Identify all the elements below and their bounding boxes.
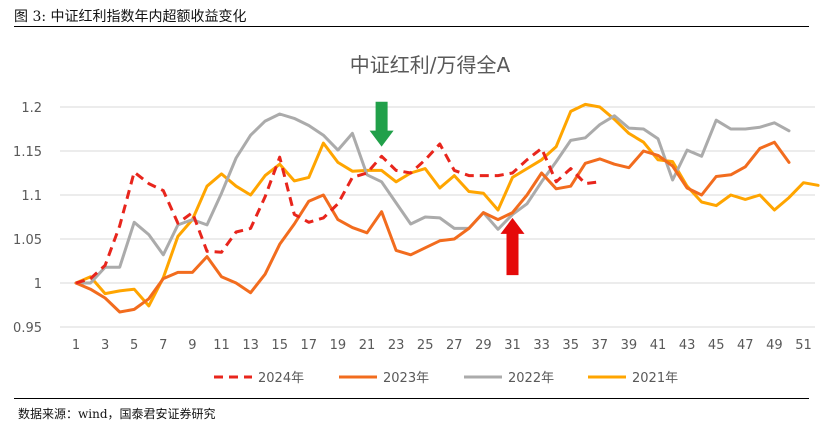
x-tick-label: 21 [359,338,376,353]
legend-label: 2024年 [258,371,304,386]
x-tick-label: 11 [213,338,230,353]
x-tick-label: 17 [301,338,318,353]
x-tick-label: 7 [159,338,167,353]
series-lines [74,102,820,314]
series-line-2021 [74,102,820,308]
y-axis-ticks: 0.95 1 1.05 1.1 1.15 1.2 [13,101,42,336]
y-tick-label: 1.05 [13,233,42,248]
legend-label: 2021年 [632,371,678,386]
x-tick-label: 39 [621,338,638,353]
x-tick-label: 45 [708,338,725,353]
x-tick-label: 37 [592,338,609,353]
gridlines [60,106,815,328]
up-arrow-icon [500,217,525,276]
y-tick-label: 1.15 [13,145,42,160]
legend-label: 2022年 [508,371,554,386]
x-tick-label: 1 [72,338,80,353]
y-tick-label: 0.95 [13,321,42,336]
series-line-2024 [75,142,600,285]
series-line-2023 [74,140,791,314]
x-tick-label: 41 [650,338,667,353]
y-tick-label: 1.2 [21,101,42,116]
figure-caption: 图 3: 中证红利指数年内超额收益变化 [14,9,247,25]
x-tick-label: 33 [533,338,550,353]
x-tick-label: 27 [446,338,463,353]
x-tick-label: 9 [188,338,196,353]
x-tick-label: 5 [130,338,138,353]
x-axis-ticks: 1 3 5 7 9 11 13 15 17 19 21 23 25 27 29 31 33 35 37 39 41 43 4… [72,338,812,353]
x-tick-label: 47 [737,338,754,353]
y-tick-label: 1 [34,277,42,292]
x-tick-label: 43 [679,338,696,353]
x-tick-label: 35 [562,338,579,353]
y-tick-label: 1.1 [21,189,42,204]
legend: 2024年 2023年 2022年 2021年 [214,371,678,386]
x-tick-label: 29 [475,338,492,353]
chart-title: 中证红利/万得全A [350,53,511,77]
x-tick-label: 51 [795,338,812,353]
top-rule [14,26,809,27]
bottom-rule [14,398,809,399]
x-tick-label: 23 [388,338,405,353]
x-tick-label: 3 [101,338,109,353]
x-tick-label: 13 [242,338,259,353]
x-tick-label: 19 [330,338,347,353]
legend-label: 2023年 [383,371,429,386]
series-line-2022 [74,112,791,285]
arrow-annotations [369,101,525,276]
x-tick-label: 15 [271,338,288,353]
x-tick-label: 25 [417,338,434,353]
x-tick-label: 31 [504,338,521,353]
x-tick-label: 49 [766,338,783,353]
down-arrow-icon [369,101,394,147]
source-note: 数据来源：wind，国泰君安证券研究 [18,407,216,421]
